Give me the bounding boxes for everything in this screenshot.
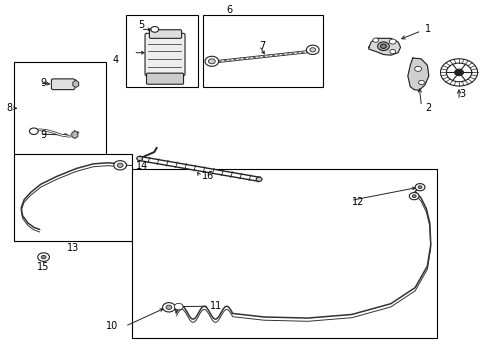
Circle shape (256, 177, 262, 181)
Text: 16: 16 (201, 171, 213, 181)
Circle shape (306, 45, 319, 54)
Circle shape (418, 80, 424, 85)
Circle shape (204, 56, 218, 66)
Text: 13: 13 (66, 243, 79, 253)
Circle shape (408, 193, 418, 200)
Polygon shape (72, 131, 78, 138)
Polygon shape (73, 80, 79, 87)
Circle shape (208, 59, 215, 64)
Bar (203, 15, 322, 87)
Polygon shape (368, 39, 400, 55)
Text: 8: 8 (6, 103, 13, 113)
Circle shape (165, 305, 171, 310)
Circle shape (388, 39, 395, 44)
Circle shape (41, 255, 46, 259)
Circle shape (174, 303, 183, 310)
Text: 10: 10 (106, 321, 119, 331)
FancyBboxPatch shape (145, 33, 184, 76)
Circle shape (372, 38, 378, 42)
Polygon shape (407, 58, 428, 90)
Circle shape (162, 303, 175, 312)
Bar (126, 15, 198, 87)
Circle shape (114, 161, 126, 170)
Circle shape (454, 69, 463, 76)
Bar (14, 62, 105, 155)
Circle shape (377, 42, 388, 50)
Circle shape (309, 48, 315, 52)
Text: 9: 9 (41, 78, 47, 88)
Circle shape (29, 128, 38, 134)
Circle shape (389, 49, 395, 54)
Text: 15: 15 (38, 262, 50, 272)
Circle shape (117, 163, 123, 167)
Circle shape (446, 63, 471, 82)
Text: 7: 7 (259, 41, 265, 50)
Text: 3: 3 (458, 89, 464, 99)
Text: 9: 9 (41, 130, 47, 140)
FancyBboxPatch shape (51, 79, 75, 90)
Text: 4: 4 (112, 55, 119, 65)
Text: 14: 14 (136, 161, 148, 171)
Text: 5: 5 (138, 20, 144, 30)
FancyBboxPatch shape (149, 30, 181, 39)
Circle shape (151, 27, 158, 32)
Circle shape (414, 66, 421, 71)
Circle shape (414, 184, 424, 191)
Bar (132, 169, 436, 338)
Text: 6: 6 (226, 5, 232, 15)
Circle shape (440, 59, 477, 86)
Circle shape (137, 156, 142, 161)
Circle shape (411, 195, 415, 198)
FancyBboxPatch shape (146, 73, 183, 84)
Circle shape (417, 186, 421, 189)
Circle shape (38, 253, 49, 261)
Text: 1: 1 (424, 24, 430, 35)
Circle shape (380, 44, 386, 48)
Bar (14, 154, 132, 241)
Text: 2: 2 (424, 103, 430, 113)
Text: 12: 12 (351, 197, 364, 207)
Text: 11: 11 (210, 301, 222, 311)
